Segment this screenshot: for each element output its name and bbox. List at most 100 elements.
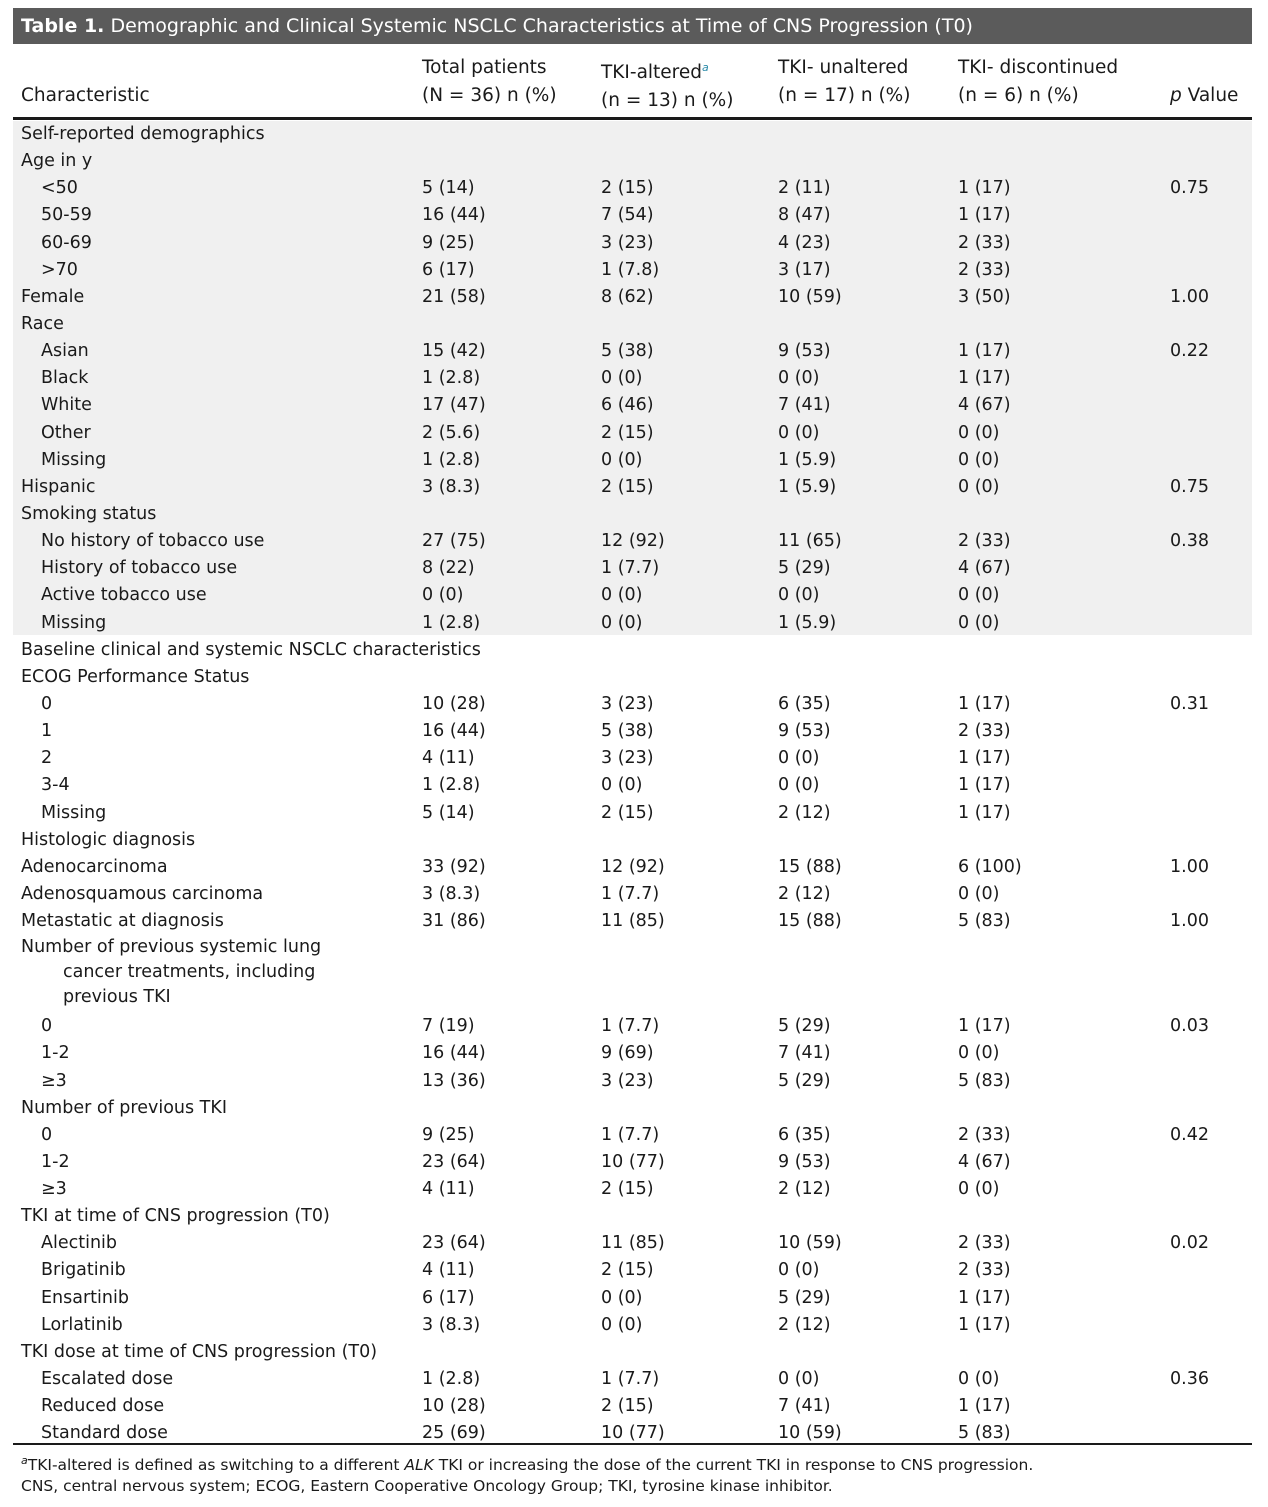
unaltered-cell: 10 (59) bbox=[778, 286, 842, 307]
unaltered-cell: 5 (29) bbox=[778, 1287, 831, 1308]
row-label: 50-59 bbox=[41, 205, 92, 226]
row-label: ≥3 bbox=[41, 1070, 67, 1091]
row-label: 2 bbox=[41, 748, 53, 769]
unaltered-cell: 2 (11) bbox=[778, 178, 831, 199]
unaltered-cell: 2 (12) bbox=[778, 1179, 831, 1200]
header-unaltered: TKI- unaltered (n = 17) n (%) bbox=[778, 54, 910, 110]
header-altered-line2: (n = 13) n (%) bbox=[601, 90, 734, 112]
row-label: 1-2 bbox=[41, 1043, 70, 1064]
altered-cell: 7 (54) bbox=[601, 205, 654, 226]
discontinued-cell: 0 (0) bbox=[958, 1179, 1000, 1200]
total-cell: 4 (11) bbox=[422, 1179, 475, 1200]
unaltered-cell: 10 (59) bbox=[778, 1423, 842, 1444]
header-rule bbox=[13, 117, 1252, 120]
total-cell: 16 (44) bbox=[422, 1043, 486, 1064]
altered-cell: 5 (38) bbox=[601, 721, 654, 742]
row-label: Missing bbox=[41, 612, 107, 633]
discontinued-cell: 1 (17) bbox=[958, 1314, 1011, 1335]
unaltered-cell: 2 (12) bbox=[778, 1314, 831, 1335]
header-unaltered-line1: TKI- unaltered bbox=[778, 57, 909, 78]
altered-cell: 1 (7.7) bbox=[601, 1016, 660, 1037]
unaltered-cell: 6 (35) bbox=[778, 693, 831, 714]
table-row: Missing 1 (2.8) 0 (0) 1 (5.9) 0 (0) bbox=[13, 610, 1252, 637]
unaltered-cell: 2 (12) bbox=[778, 802, 831, 823]
p-value-cell: 0.38 bbox=[1170, 531, 1209, 552]
discontinued-cell: 0 (0) bbox=[958, 422, 1000, 443]
discontinued-cell: 0 (0) bbox=[958, 1043, 1000, 1064]
row-label: White bbox=[41, 395, 92, 416]
total-cell: 1 (2.8) bbox=[422, 1369, 481, 1390]
row-label: Smoking status bbox=[21, 503, 157, 524]
row-label: Self-reported demographics bbox=[21, 124, 265, 144]
header-discontinued: TKI- discontinued (n = 6) n (%) bbox=[958, 54, 1118, 110]
discontinued-cell: 2 (33) bbox=[958, 721, 1011, 742]
total-cell: 10 (28) bbox=[422, 1396, 486, 1417]
unaltered-cell: 7 (41) bbox=[778, 395, 831, 416]
p-value-cell: 0.75 bbox=[1170, 476, 1209, 497]
table-row: Brigatinib 4 (11) 2 (15) 0 (0) 2 (33) bbox=[13, 1257, 1252, 1284]
total-cell: 33 (92) bbox=[422, 856, 486, 877]
altered-cell: 0 (0) bbox=[601, 368, 643, 389]
table-row: 2 4 (11) 3 (23) 0 (0) 1 (17) bbox=[13, 745, 1252, 772]
table-row: Standard dose 25 (69) 10 (77) 10 (59) 5 (83) bbox=[13, 1420, 1252, 1447]
row-label: Alectinib bbox=[41, 1233, 118, 1254]
p-value-cell: 0.02 bbox=[1170, 1233, 1209, 1254]
row-label: Black bbox=[41, 368, 89, 389]
row-label: Age in y bbox=[21, 151, 93, 172]
discontinued-cell: 3 (50) bbox=[958, 286, 1011, 307]
header-altered-line1: TKI-altereda bbox=[601, 54, 733, 87]
altered-cell: 10 (77) bbox=[601, 1423, 665, 1444]
footnote-a-post: TKI or increasing the dose of the curren… bbox=[433, 1456, 1034, 1475]
total-cell: 2 (5.6) bbox=[422, 422, 481, 443]
unaltered-cell: 15 (88) bbox=[778, 856, 842, 877]
altered-cell: 3 (23) bbox=[601, 232, 654, 253]
row-label: 0 bbox=[41, 693, 53, 714]
unaltered-cell: 5 (29) bbox=[778, 1016, 831, 1037]
table-row: Baseline clinical and systemic NSCLC cha… bbox=[13, 637, 1252, 664]
altered-cell: 0 (0) bbox=[601, 1314, 643, 1335]
footnote-a-mark: a bbox=[21, 1454, 28, 1467]
header-p-value: p Value bbox=[1170, 82, 1238, 110]
unaltered-cell: 0 (0) bbox=[778, 775, 820, 796]
table-row: No history of tobacco use 27 (75) 12 (92) 1… bbox=[13, 528, 1252, 555]
row-label: Reduced dose bbox=[41, 1396, 165, 1417]
row-label: Escalated dose bbox=[41, 1369, 174, 1390]
altered-cell: 3 (23) bbox=[601, 748, 654, 769]
altered-cell: 3 (23) bbox=[601, 1070, 654, 1091]
total-cell: 3 (8.3) bbox=[422, 1314, 481, 1335]
row-label: ECOG Performance Status bbox=[21, 666, 250, 687]
table-row: 3-4 1 (2.8) 0 (0) 0 (0) 1 (17) bbox=[13, 772, 1252, 799]
row-label: History of tobacco use bbox=[41, 558, 238, 579]
table-row: History of tobacco use 8 (22) 1 (7.7) 5 (29… bbox=[13, 555, 1252, 582]
altered-cell: 11 (85) bbox=[601, 1233, 665, 1254]
table-row: Alectinib 23 (64) 11 (85) 10 (59) 2 (33) 0.02 bbox=[13, 1230, 1252, 1257]
row-label: Number of previous TKI bbox=[21, 1097, 228, 1118]
discontinued-cell: 1 (17) bbox=[958, 1287, 1011, 1308]
table-row: 1-2 16 (44) 9 (69) 7 (41) 0 (0) bbox=[13, 1040, 1252, 1067]
table-row: 0 10 (28) 3 (23) 6 (35) 1 (17) 0.31 bbox=[13, 691, 1252, 718]
total-cell: 4 (11) bbox=[422, 748, 475, 769]
total-cell: 6 (17) bbox=[422, 1287, 475, 1308]
altered-cell: 2 (15) bbox=[601, 476, 654, 497]
altered-cell: 2 (15) bbox=[601, 178, 654, 199]
total-cell: 0 (0) bbox=[422, 585, 464, 606]
row-label: Histologic diagnosis bbox=[21, 829, 196, 850]
discontinued-cell: 4 (67) bbox=[958, 558, 1011, 579]
total-cell: 1 (2.8) bbox=[422, 368, 481, 389]
total-cell: 8 (22) bbox=[422, 558, 475, 579]
table-row: 0 9 (25) 1 (7.7) 6 (35) 2 (33) 0.42 bbox=[13, 1122, 1252, 1149]
discontinued-cell: 1 (17) bbox=[958, 802, 1011, 823]
row-label: Metastatic at diagnosis bbox=[21, 911, 224, 932]
total-cell: 5 (14) bbox=[422, 178, 475, 199]
total-cell: 9 (25) bbox=[422, 232, 475, 253]
table-row: Metastatic at diagnosis 31 (86) 11 (85) 15 … bbox=[13, 908, 1252, 935]
discontinued-cell: 6 (100) bbox=[958, 856, 1022, 877]
table-row: Race bbox=[13, 311, 1252, 338]
footnote-a-italic: ALK bbox=[404, 1456, 434, 1475]
total-cell: 4 (11) bbox=[422, 1260, 475, 1281]
unaltered-cell: 6 (35) bbox=[778, 1124, 831, 1145]
header-altered: TKI-altereda (n = 13) n (%) bbox=[601, 54, 733, 115]
discontinued-cell: 2 (33) bbox=[958, 1260, 1011, 1281]
row-label: Other bbox=[41, 422, 91, 443]
row-label: Standard dose bbox=[41, 1423, 168, 1444]
